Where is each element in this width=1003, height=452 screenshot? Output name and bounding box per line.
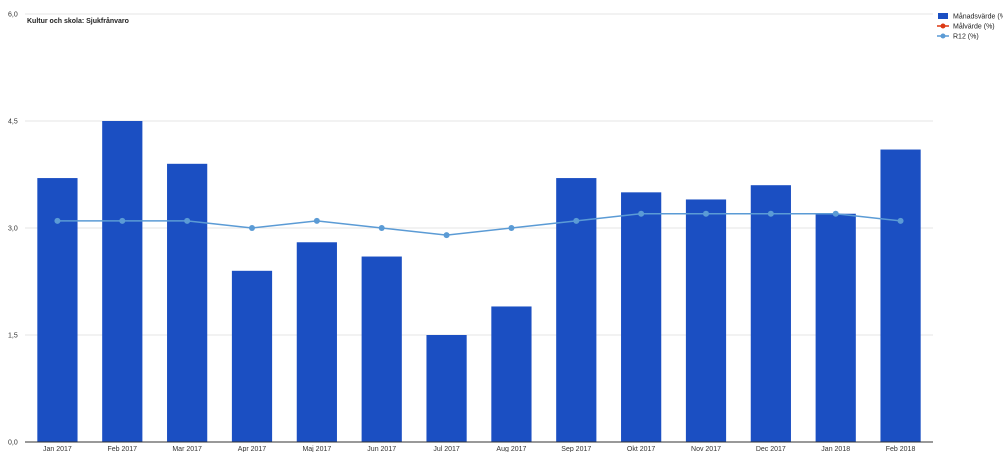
legend-swatch-dot bbox=[940, 33, 946, 39]
y-tick-label: 6,0 bbox=[8, 12, 18, 19]
bar bbox=[880, 149, 921, 443]
series-line bbox=[57, 212, 901, 236]
legend-label: R12 (%) bbox=[953, 34, 979, 41]
legend-label: Målvärde (%) bbox=[953, 23, 995, 31]
bar bbox=[491, 306, 532, 442]
x-tick-label: Jan 2017 bbox=[43, 446, 72, 452]
bar bbox=[296, 242, 337, 442]
x-tick-label: Jul 2017 bbox=[433, 446, 460, 452]
bar bbox=[361, 256, 402, 442]
y-tick-label: 0,0 bbox=[8, 440, 18, 447]
bar bbox=[37, 178, 78, 443]
bar bbox=[621, 192, 662, 442]
x-tick-label: Mar 2017 bbox=[172, 446, 202, 452]
bar bbox=[426, 335, 467, 442]
axis-layer: 0,0 1,5 3,0 4,5 6,0 Jan 2017 Feb 2017 Mar 2017 A… bbox=[8, 12, 933, 452]
x-tick-label: Nov 2017 bbox=[691, 446, 721, 452]
line-point bbox=[119, 217, 126, 224]
bar bbox=[815, 213, 856, 442]
x-tick-label: Jan 2018 bbox=[821, 446, 850, 452]
bar bbox=[231, 270, 273, 442]
legend-swatch-dot bbox=[940, 23, 946, 29]
line-point bbox=[767, 210, 774, 217]
line-layer bbox=[54, 210, 904, 239]
line-point bbox=[832, 210, 839, 217]
x-tick-label: Maj 2017 bbox=[302, 446, 331, 452]
bar bbox=[750, 185, 791, 442]
line-point bbox=[897, 217, 904, 224]
line-point bbox=[249, 225, 255, 231]
bar bbox=[556, 178, 597, 443]
legend-swatch bbox=[938, 13, 948, 19]
line-point bbox=[54, 217, 61, 224]
x-tick-label: Aug 2017 bbox=[496, 446, 526, 452]
line-point bbox=[573, 217, 580, 224]
line-point bbox=[443, 232, 450, 239]
legend: Månadsvärde (%) Målvärde (%) R12 (%) bbox=[937, 13, 1003, 41]
line-point bbox=[184, 217, 191, 224]
legend-label: Månadsvärde (%) bbox=[953, 13, 1003, 21]
line-point bbox=[508, 225, 515, 231]
chart-title: Kultur och skola: Sjukfrånvaro bbox=[27, 17, 129, 25]
x-tick-label: Feb 2017 bbox=[107, 446, 137, 452]
bar bbox=[167, 163, 208, 443]
bar bbox=[685, 199, 727, 442]
line-point bbox=[638, 210, 645, 217]
x-tick-label: Jun 2017 bbox=[367, 446, 396, 452]
x-tick-label: Dec 2017 bbox=[756, 446, 786, 452]
x-tick-label: Sep 2017 bbox=[561, 446, 591, 452]
x-tick-label: Okt 2017 bbox=[627, 446, 656, 452]
bar-layer bbox=[37, 121, 921, 443]
bar bbox=[102, 121, 143, 442]
x-tick-label: Feb 2018 bbox=[886, 446, 916, 452]
y-tick-label: 3,0 bbox=[8, 226, 18, 233]
y-tick-label: 4,5 bbox=[8, 119, 18, 126]
line-point bbox=[313, 217, 320, 224]
line-point bbox=[378, 225, 385, 231]
grid-layer bbox=[25, 13, 933, 336]
y-tick-label: 1,5 bbox=[8, 333, 18, 340]
x-tick-label: Apr 2017 bbox=[238, 446, 267, 452]
line-point bbox=[703, 210, 709, 217]
